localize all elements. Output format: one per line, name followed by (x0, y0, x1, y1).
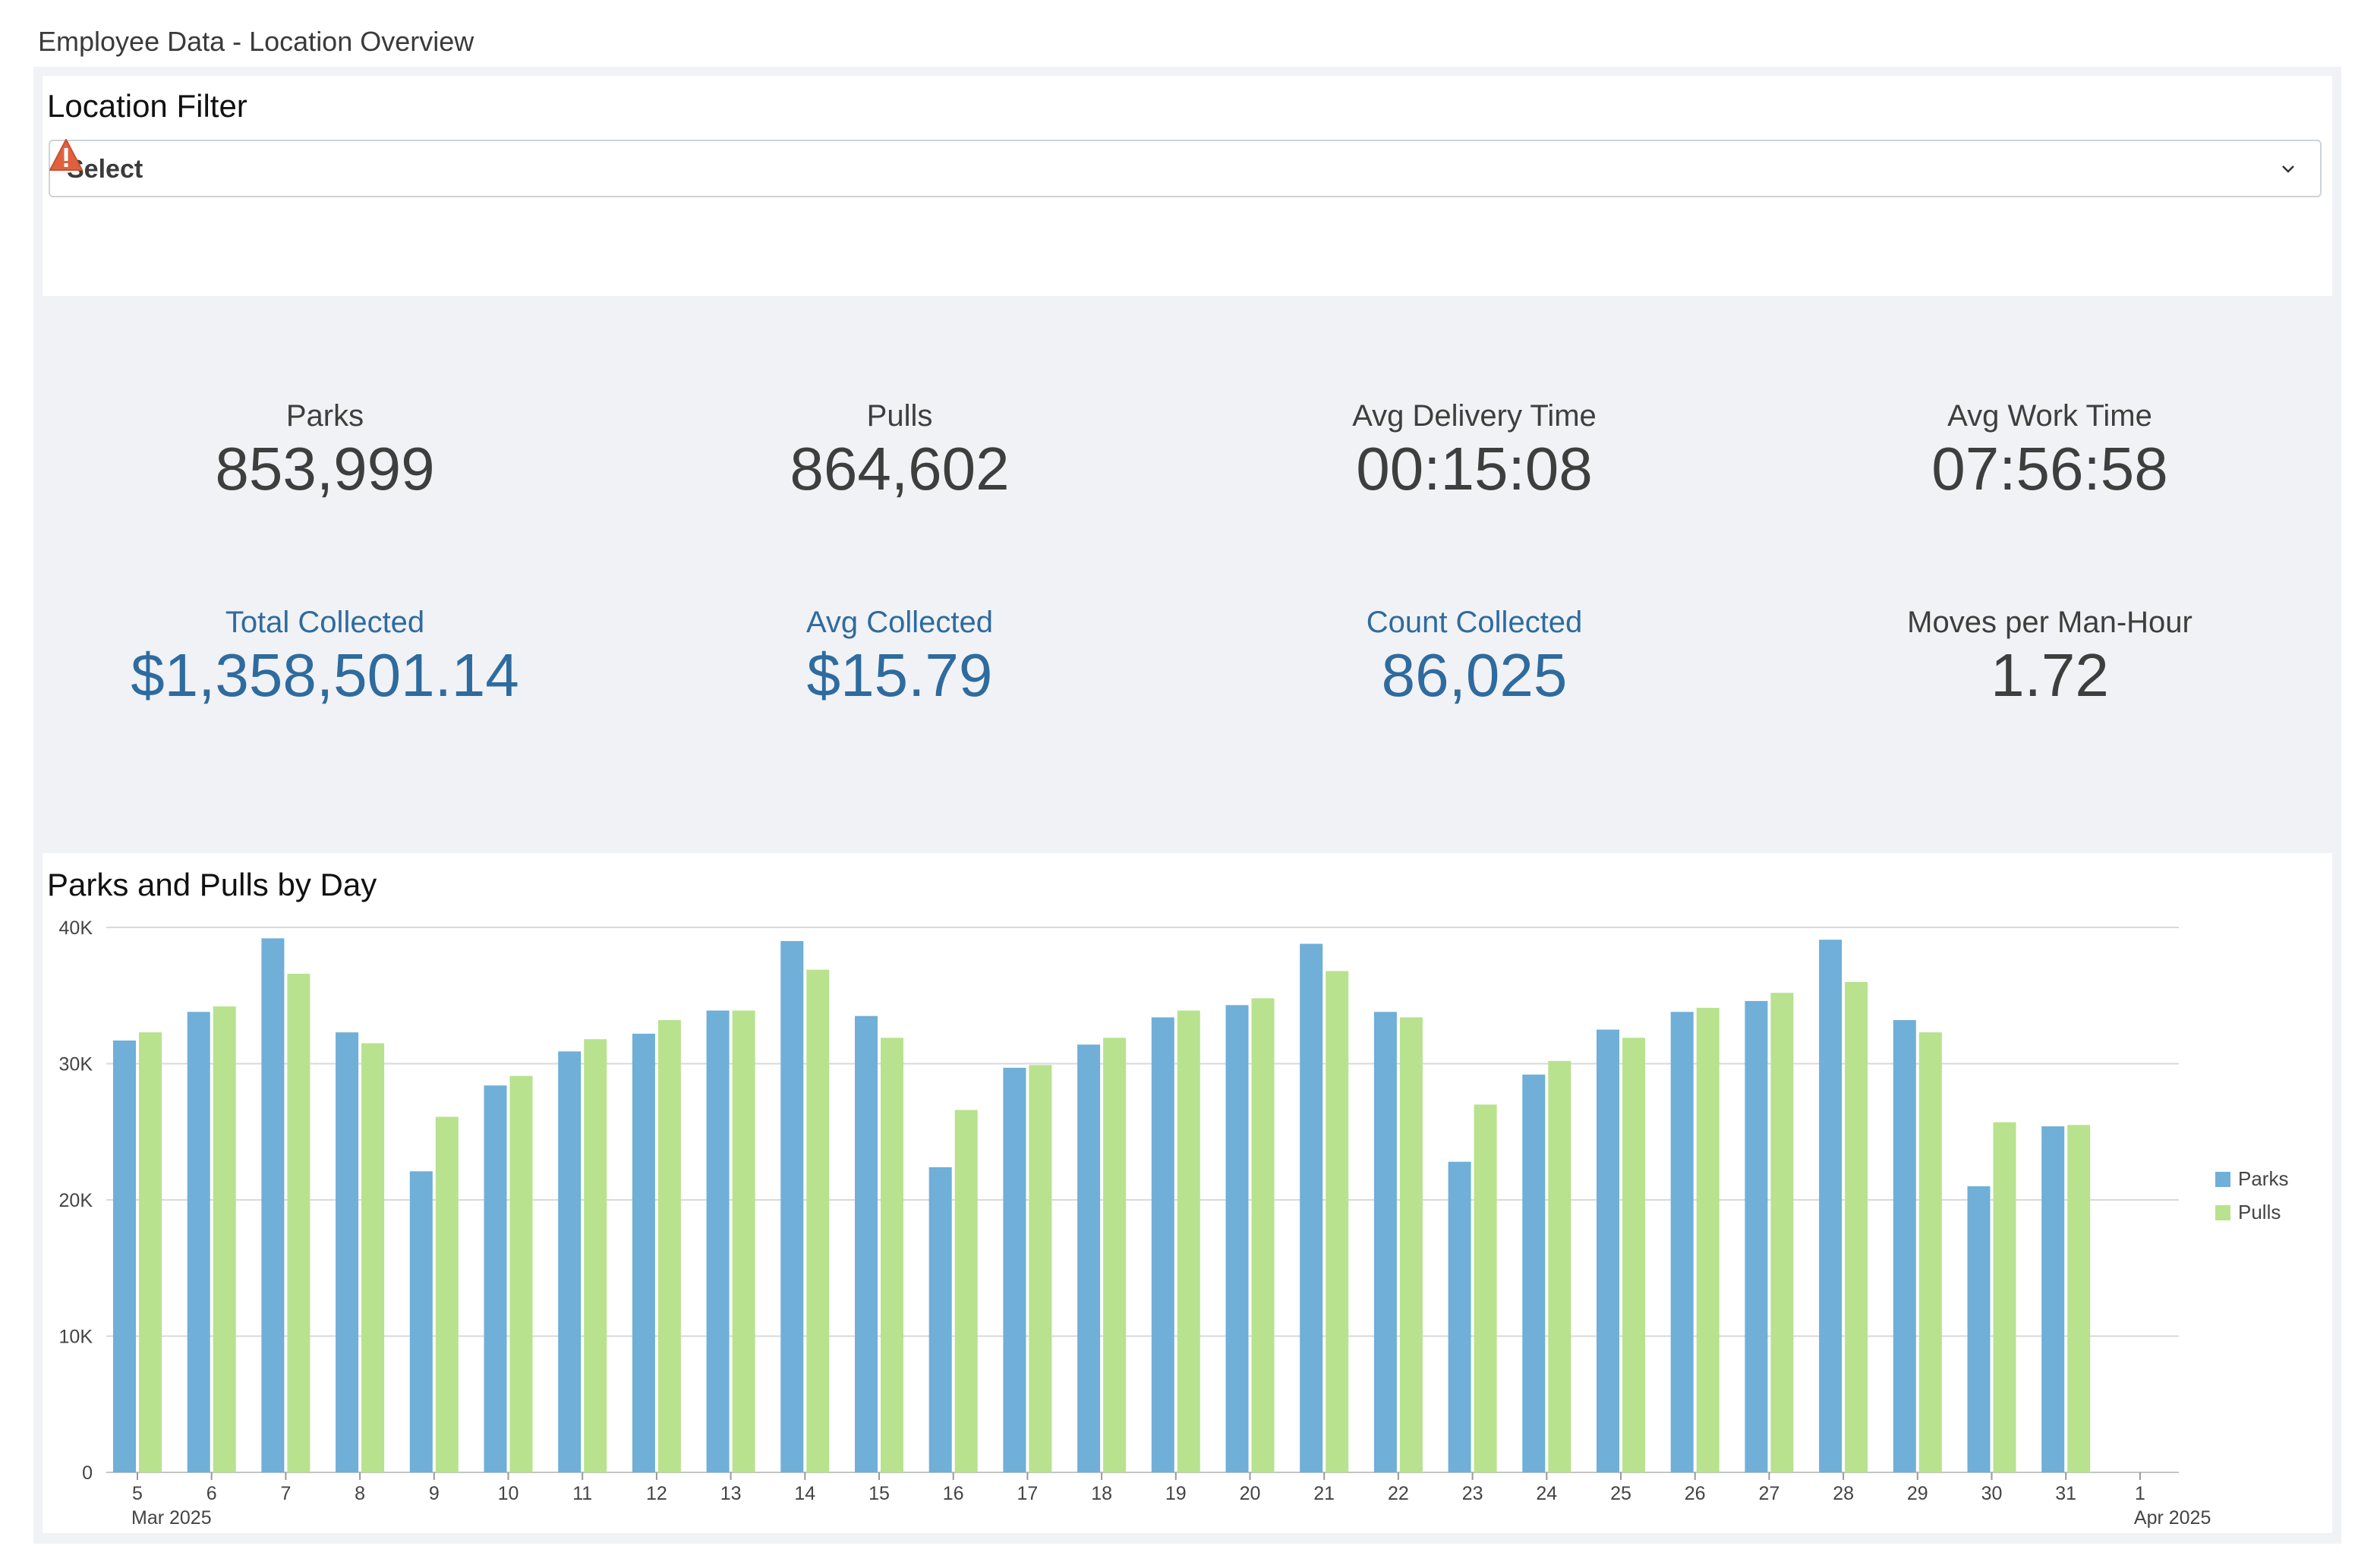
kpi-moves-per-man-hour: Moves per Man-Hour 1.72 (1784, 604, 2315, 710)
kpi-label: Total Collected (225, 606, 425, 639)
kpi-value: 1.72 (1991, 641, 2109, 709)
kpi-value: $1,358,501.14 (131, 641, 519, 709)
location-select[interactable]: Select (49, 140, 2322, 197)
kpi-parks: Parks 853,999 (59, 398, 591, 504)
kpi-value: 00:15:08 (1356, 435, 1593, 502)
kpi-label: Parks (285, 399, 364, 433)
kpi-value: 07:56:58 (1931, 435, 2168, 502)
kpi-total-collected: Total Collected $1,358,501.14 (59, 604, 591, 710)
chart-card (43, 853, 2332, 1533)
chart-title: Parks and Pulls by Day (47, 867, 377, 902)
kpi-label: Moves per Man-Hour (1907, 606, 2192, 639)
warning-icon (49, 138, 84, 175)
kpi-count-collected: Count Collected 86,025 (1209, 604, 1740, 710)
kpi-label: Avg Collected (805, 606, 994, 639)
kpi-label: Avg Delivery Time (1352, 399, 1597, 433)
kpi-value: 86,025 (1381, 641, 1568, 709)
kpi-label: Count Collected (1366, 606, 1583, 639)
kpi-avg-collected: Avg Collected $15.79 (634, 604, 1165, 710)
kpi-pulls: Pulls 864,602 (634, 398, 1165, 504)
kpi-label: Avg Work Time (1947, 399, 2152, 433)
kpi-avg-delivery-time: Avg Delivery Time 00:15:08 (1209, 398, 1740, 504)
kpi-value: 864,602 (790, 435, 1010, 502)
kpi-avg-work-time: Avg Work Time 07:56:58 (1784, 398, 2315, 504)
chevron-down-icon (2279, 159, 2297, 181)
kpi-label: Pulls (866, 399, 933, 433)
filter-title: Location Filter (47, 88, 247, 124)
page-title: Employee Data - Location Overview (38, 26, 474, 57)
kpi-value: $15.79 (806, 641, 993, 709)
kpi-value: 853,999 (215, 435, 435, 502)
